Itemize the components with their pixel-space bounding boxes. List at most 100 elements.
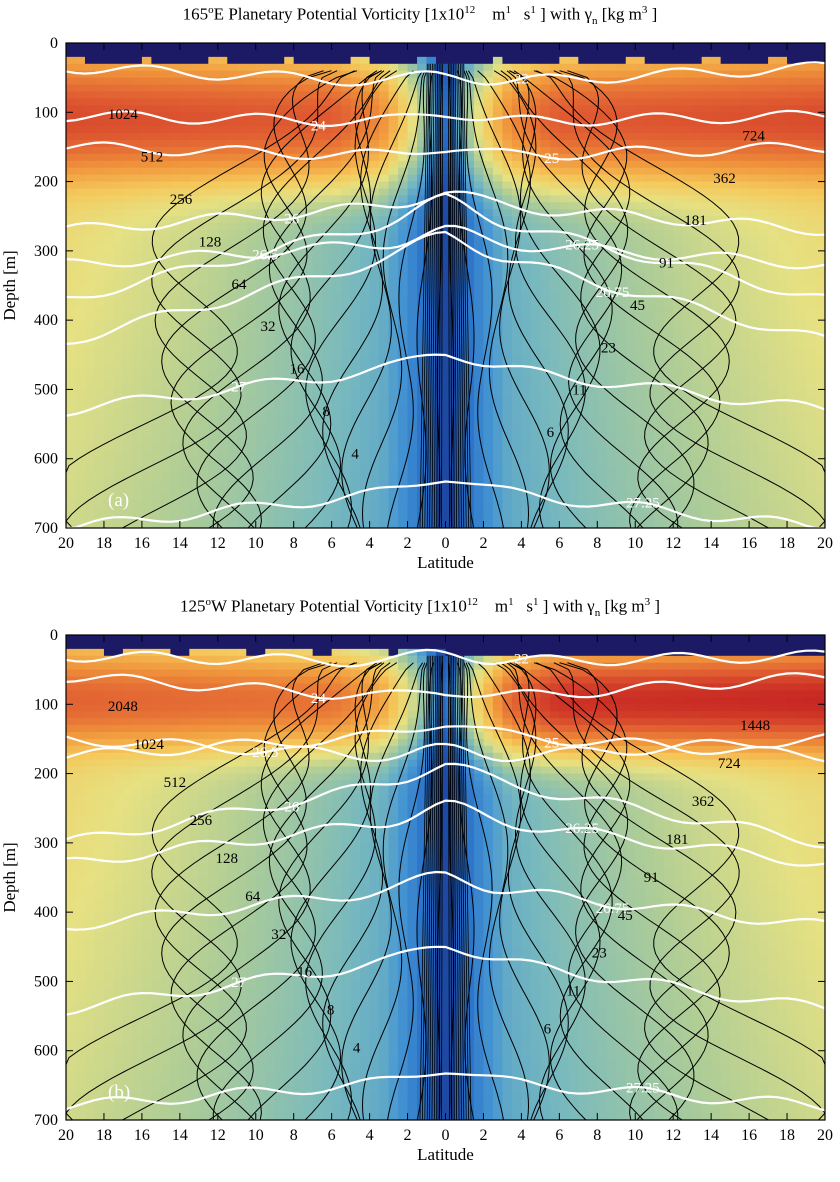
pv-cell xyxy=(274,257,285,266)
pv-cell xyxy=(265,354,276,363)
pv-cell xyxy=(417,493,428,501)
pv-cell xyxy=(227,243,238,252)
pv-cell xyxy=(398,417,409,425)
pv-cell xyxy=(473,77,485,86)
pv-cell xyxy=(284,444,295,453)
pv-cell xyxy=(293,126,304,134)
pv-cell xyxy=(122,451,134,460)
pv-cell xyxy=(113,271,124,280)
pv-cell xyxy=(616,334,627,342)
pv-cell xyxy=(217,188,228,197)
pv-cell xyxy=(246,340,257,349)
pv-cell xyxy=(720,437,731,446)
pv-cell xyxy=(388,327,399,335)
pv-cell xyxy=(568,174,579,183)
pv-cell xyxy=(274,451,285,460)
pv-cell xyxy=(208,174,219,183)
pv-cell xyxy=(398,327,409,335)
pv-cell xyxy=(730,354,741,363)
pv-cell xyxy=(103,43,115,51)
pv-cell xyxy=(255,431,266,439)
pv-cell xyxy=(179,389,190,397)
pv-cell xyxy=(692,521,703,528)
pv-cell xyxy=(644,91,655,100)
pv-cell xyxy=(464,306,475,314)
pv-cell xyxy=(682,465,693,474)
pv-cell xyxy=(587,188,598,197)
pv-cell xyxy=(208,43,219,51)
pv-cell xyxy=(388,382,399,391)
pv-cell xyxy=(132,486,143,494)
pv-cell xyxy=(587,361,598,370)
pv-cell xyxy=(559,299,570,307)
pv-cell xyxy=(170,507,181,515)
pv-cell xyxy=(66,493,77,501)
pv-cell xyxy=(293,417,304,425)
pv-cell xyxy=(730,410,741,418)
pv-cell xyxy=(151,181,162,190)
pv-cell xyxy=(84,237,96,245)
pv-cell xyxy=(426,209,437,217)
pv-cell xyxy=(322,202,333,210)
pv-cell xyxy=(625,514,636,522)
pv-cell xyxy=(94,375,105,384)
pv-cell xyxy=(132,126,143,134)
pv-cell xyxy=(436,153,447,162)
pv-cell xyxy=(122,264,134,273)
pv-cell xyxy=(189,278,200,287)
pv-cell xyxy=(170,431,181,439)
pv-cell xyxy=(208,146,219,155)
pv-cell xyxy=(398,216,409,224)
pv-cell xyxy=(436,410,447,418)
pv-cell xyxy=(303,250,314,259)
pv-cell xyxy=(540,507,551,515)
pv-cell xyxy=(492,417,504,425)
pv-cell xyxy=(246,403,257,411)
pv-cell xyxy=(540,306,551,314)
pv-cell xyxy=(502,91,513,100)
pv-cell xyxy=(388,521,399,528)
pv-cell xyxy=(322,133,333,141)
pv-cell xyxy=(730,84,741,93)
pv-cell xyxy=(198,257,209,266)
pv-cell xyxy=(701,472,712,481)
pv-cell xyxy=(265,223,276,231)
pv-cell xyxy=(293,264,304,273)
pv-cell xyxy=(388,417,399,425)
pv-cell xyxy=(322,354,333,363)
pv-cell xyxy=(94,340,105,349)
pv-cell xyxy=(350,500,361,508)
pv-cell xyxy=(483,250,494,259)
pv-cell xyxy=(540,340,551,349)
pv-cell xyxy=(274,437,285,446)
pv-cell xyxy=(673,521,684,528)
pv-cell xyxy=(398,133,409,141)
pv-cell xyxy=(682,264,693,273)
pv-cell xyxy=(369,334,380,342)
pv-cell xyxy=(246,299,257,307)
pv-cell xyxy=(398,230,409,238)
pv-cell xyxy=(739,43,750,51)
pv-cell xyxy=(388,444,399,453)
pv-cell xyxy=(540,375,551,384)
pv-cell xyxy=(597,43,608,51)
pv-cell xyxy=(663,119,674,127)
pv-cell xyxy=(654,223,665,231)
pv-cell xyxy=(587,458,598,467)
pv-cell xyxy=(540,264,551,273)
pv-cell xyxy=(208,230,219,238)
pv-cell xyxy=(160,140,171,148)
pv-cell xyxy=(141,493,152,501)
pv-cell xyxy=(502,507,513,515)
pv-cell xyxy=(66,271,77,280)
pv-cell xyxy=(284,299,295,307)
pv-cell xyxy=(122,500,134,508)
pv-cell xyxy=(635,84,646,93)
pv-cell xyxy=(331,105,342,113)
pv-cell xyxy=(66,299,77,307)
pv-cell xyxy=(284,257,295,266)
pv-cell xyxy=(236,306,247,314)
pv-cell xyxy=(331,410,342,418)
pv-cell xyxy=(436,140,447,148)
pv-cell xyxy=(236,133,247,141)
